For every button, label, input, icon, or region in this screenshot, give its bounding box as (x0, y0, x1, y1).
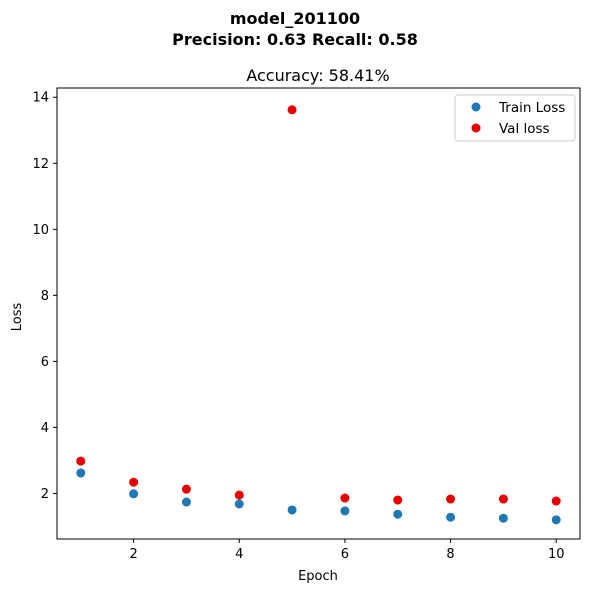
x-axis-ticks: 2 4 6 8 10 (129, 539, 565, 562)
point-val-loss-epoch-5 (287, 105, 297, 115)
y-tick-label-10: 10 (32, 223, 49, 238)
point-val-loss-epoch-2 (129, 477, 139, 487)
point-train-loss-epoch-8 (446, 512, 456, 522)
y-tick-label-6: 6 (41, 355, 49, 370)
y-axis-label: Loss (10, 303, 25, 332)
x-tick-label-6: 6 (341, 547, 349, 562)
x-tick-label-4: 4 (235, 547, 243, 562)
y-tick-label-12: 12 (32, 157, 49, 172)
x-axis-label: Epoch (298, 569, 338, 584)
x-tick-label-10: 10 (548, 547, 565, 562)
y-tick-label-14: 14 (32, 91, 49, 106)
chart-suptitle-line1: model_201100 (230, 9, 360, 28)
legend-label-train-loss: Train Loss (498, 100, 565, 116)
point-train-loss-epoch-9 (498, 513, 508, 523)
point-val-loss-epoch-1 (76, 456, 86, 466)
point-train-loss-epoch-4 (234, 499, 244, 509)
point-train-loss-epoch-7 (393, 509, 403, 519)
point-val-loss-epoch-6 (340, 493, 350, 503)
point-val-loss-epoch-9 (498, 494, 508, 504)
legend-label-val-loss: Val loss (499, 121, 550, 137)
point-train-loss-epoch-3 (181, 497, 191, 507)
plot-area (57, 88, 580, 539)
plot-frame (56, 87, 581, 540)
legend-marker-train-loss (471, 102, 481, 112)
y-tick-label-2: 2 (41, 487, 49, 502)
point-train-loss-epoch-1 (76, 468, 86, 478)
point-train-loss-epoch-5 (287, 505, 297, 515)
y-tick-label-8: 8 (41, 289, 49, 304)
point-train-loss-epoch-2 (129, 489, 139, 499)
y-tick-label-4: 4 (41, 421, 49, 436)
point-val-loss-epoch-3 (181, 484, 191, 494)
y-axis-ticks: 2 4 6 8 10 12 14 (32, 91, 57, 502)
x-tick-label-8: 8 (446, 547, 454, 562)
chart-title: Accuracy: 58.41% (246, 66, 389, 85)
point-val-loss-epoch-10 (551, 496, 561, 506)
data-points (76, 105, 561, 525)
x-tick-label-2: 2 (129, 547, 137, 562)
point-val-loss-epoch-4 (234, 490, 244, 500)
legend-marker-val-loss (471, 123, 481, 133)
point-train-loss-epoch-6 (340, 506, 350, 516)
chart-suptitle-line2: Precision: 0.63 Recall: 0.58 (172, 30, 418, 49)
legend: Train Loss Val loss (454, 94, 576, 142)
point-val-loss-epoch-7 (393, 495, 403, 505)
point-val-loss-epoch-8 (446, 494, 456, 504)
legend-box (454, 94, 576, 142)
point-train-loss-epoch-10 (551, 515, 561, 525)
